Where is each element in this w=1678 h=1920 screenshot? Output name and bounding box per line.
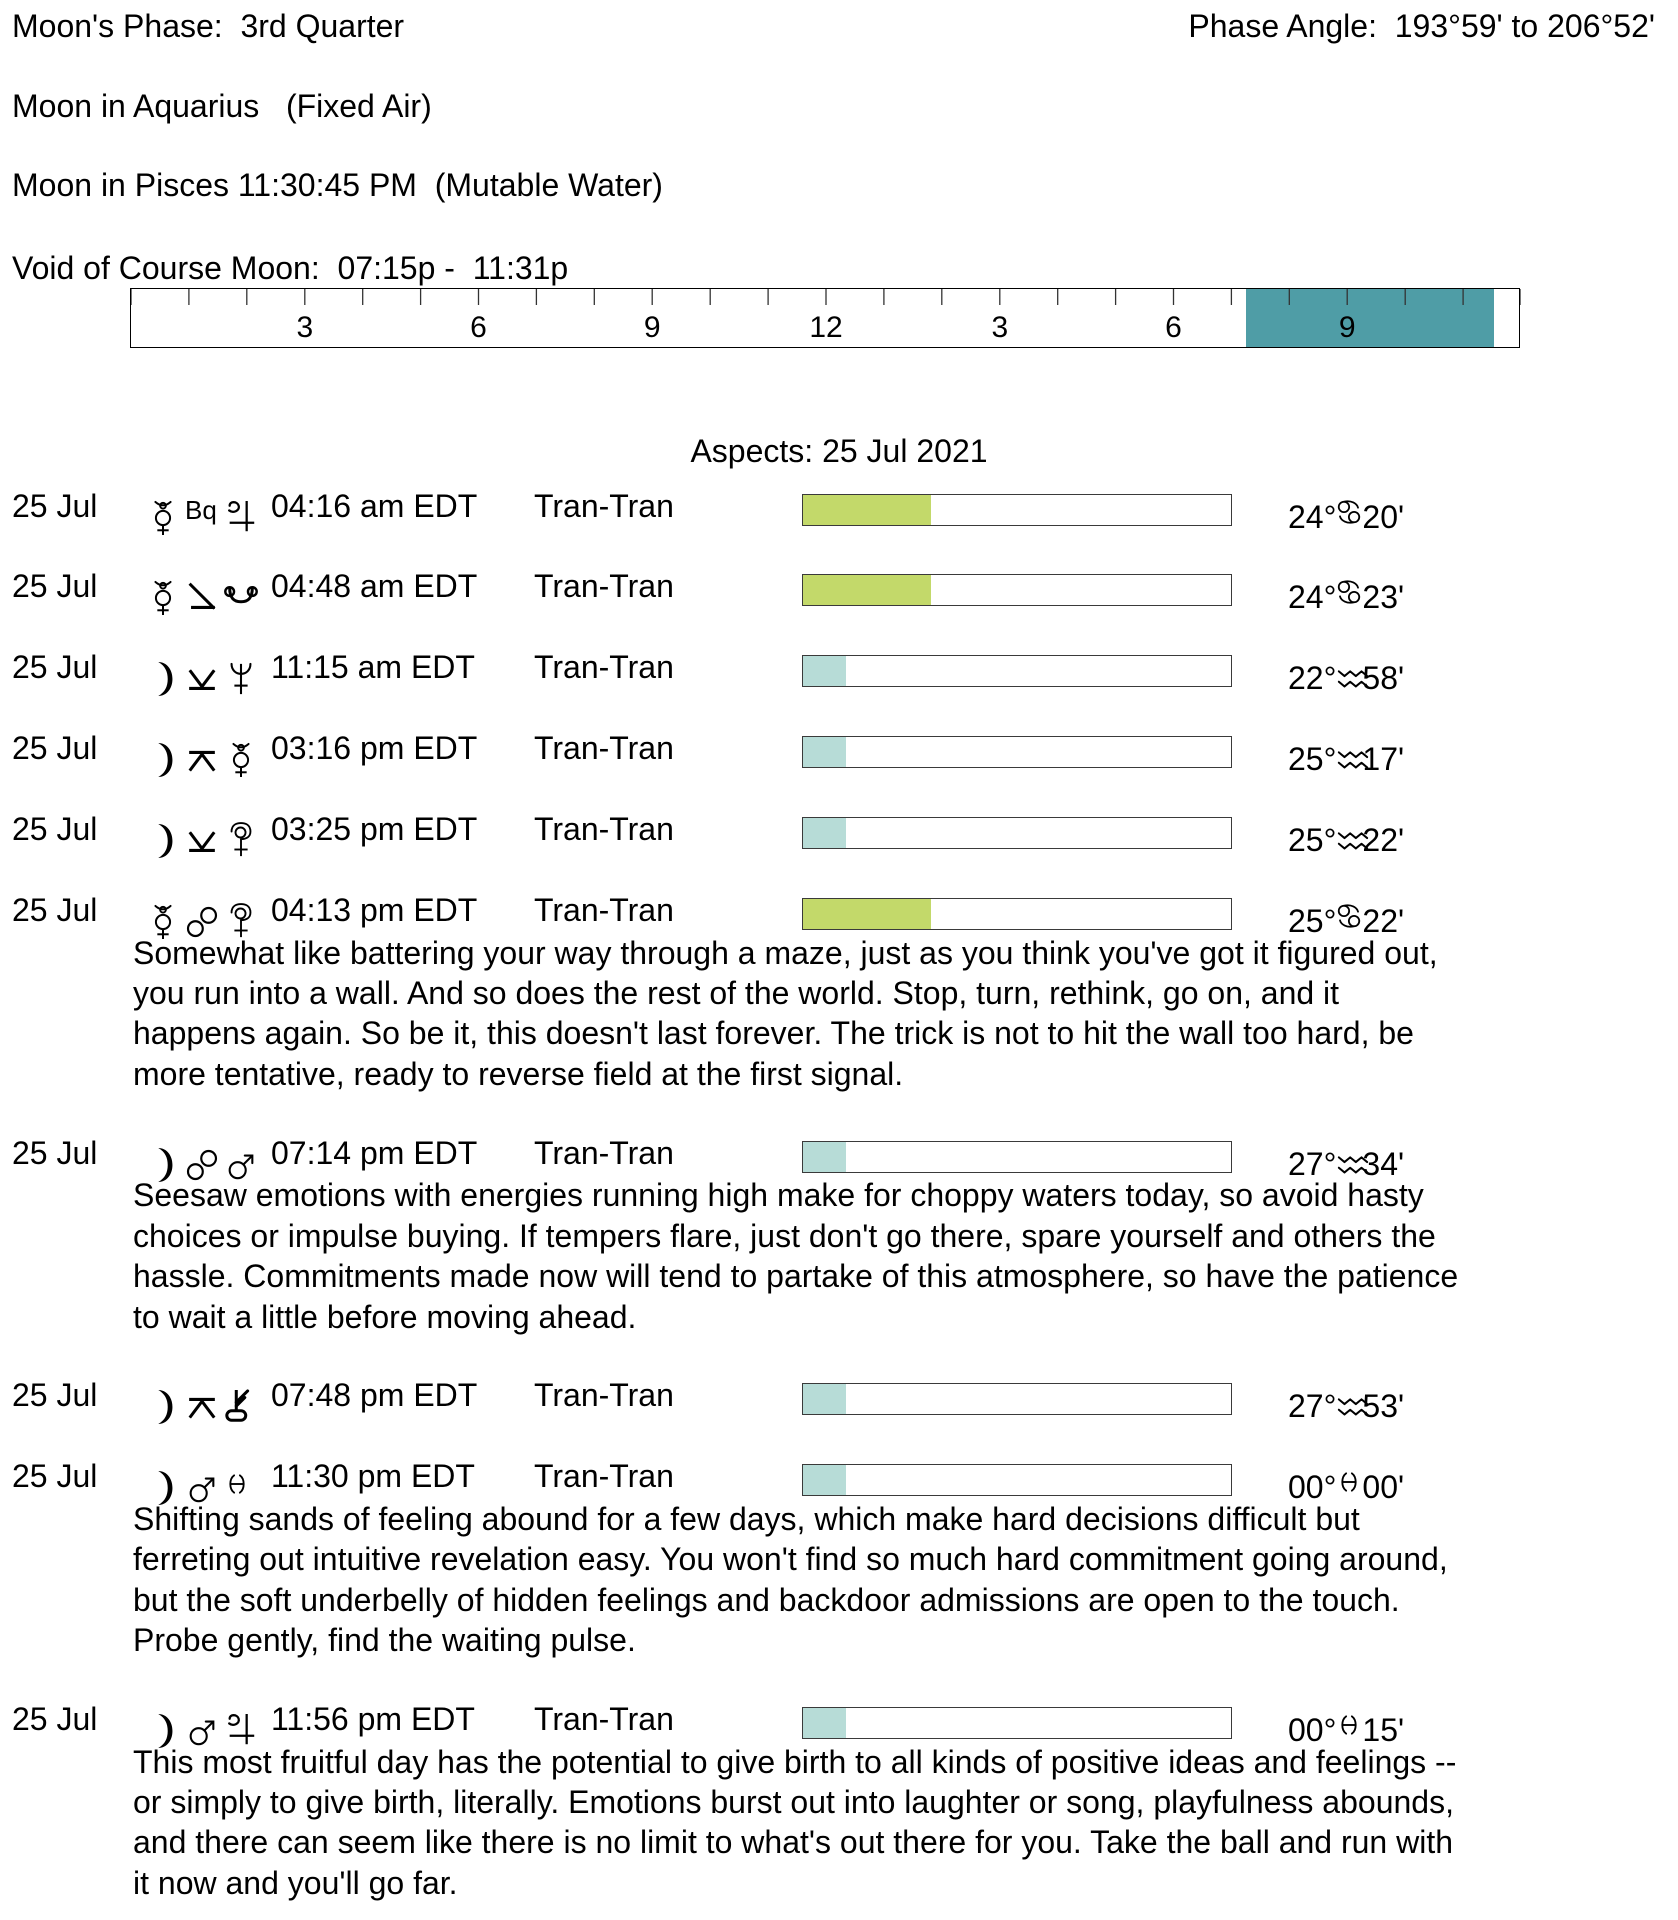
svg-text:6: 6 [1165,311,1182,344]
svg-text:12: 12 [809,311,842,344]
svg-text:9: 9 [1339,311,1356,344]
svg-text:3: 3 [296,311,313,344]
svg-text:6: 6 [470,311,487,344]
svg-text:3: 3 [991,311,1008,344]
svg-text:9: 9 [644,311,661,344]
